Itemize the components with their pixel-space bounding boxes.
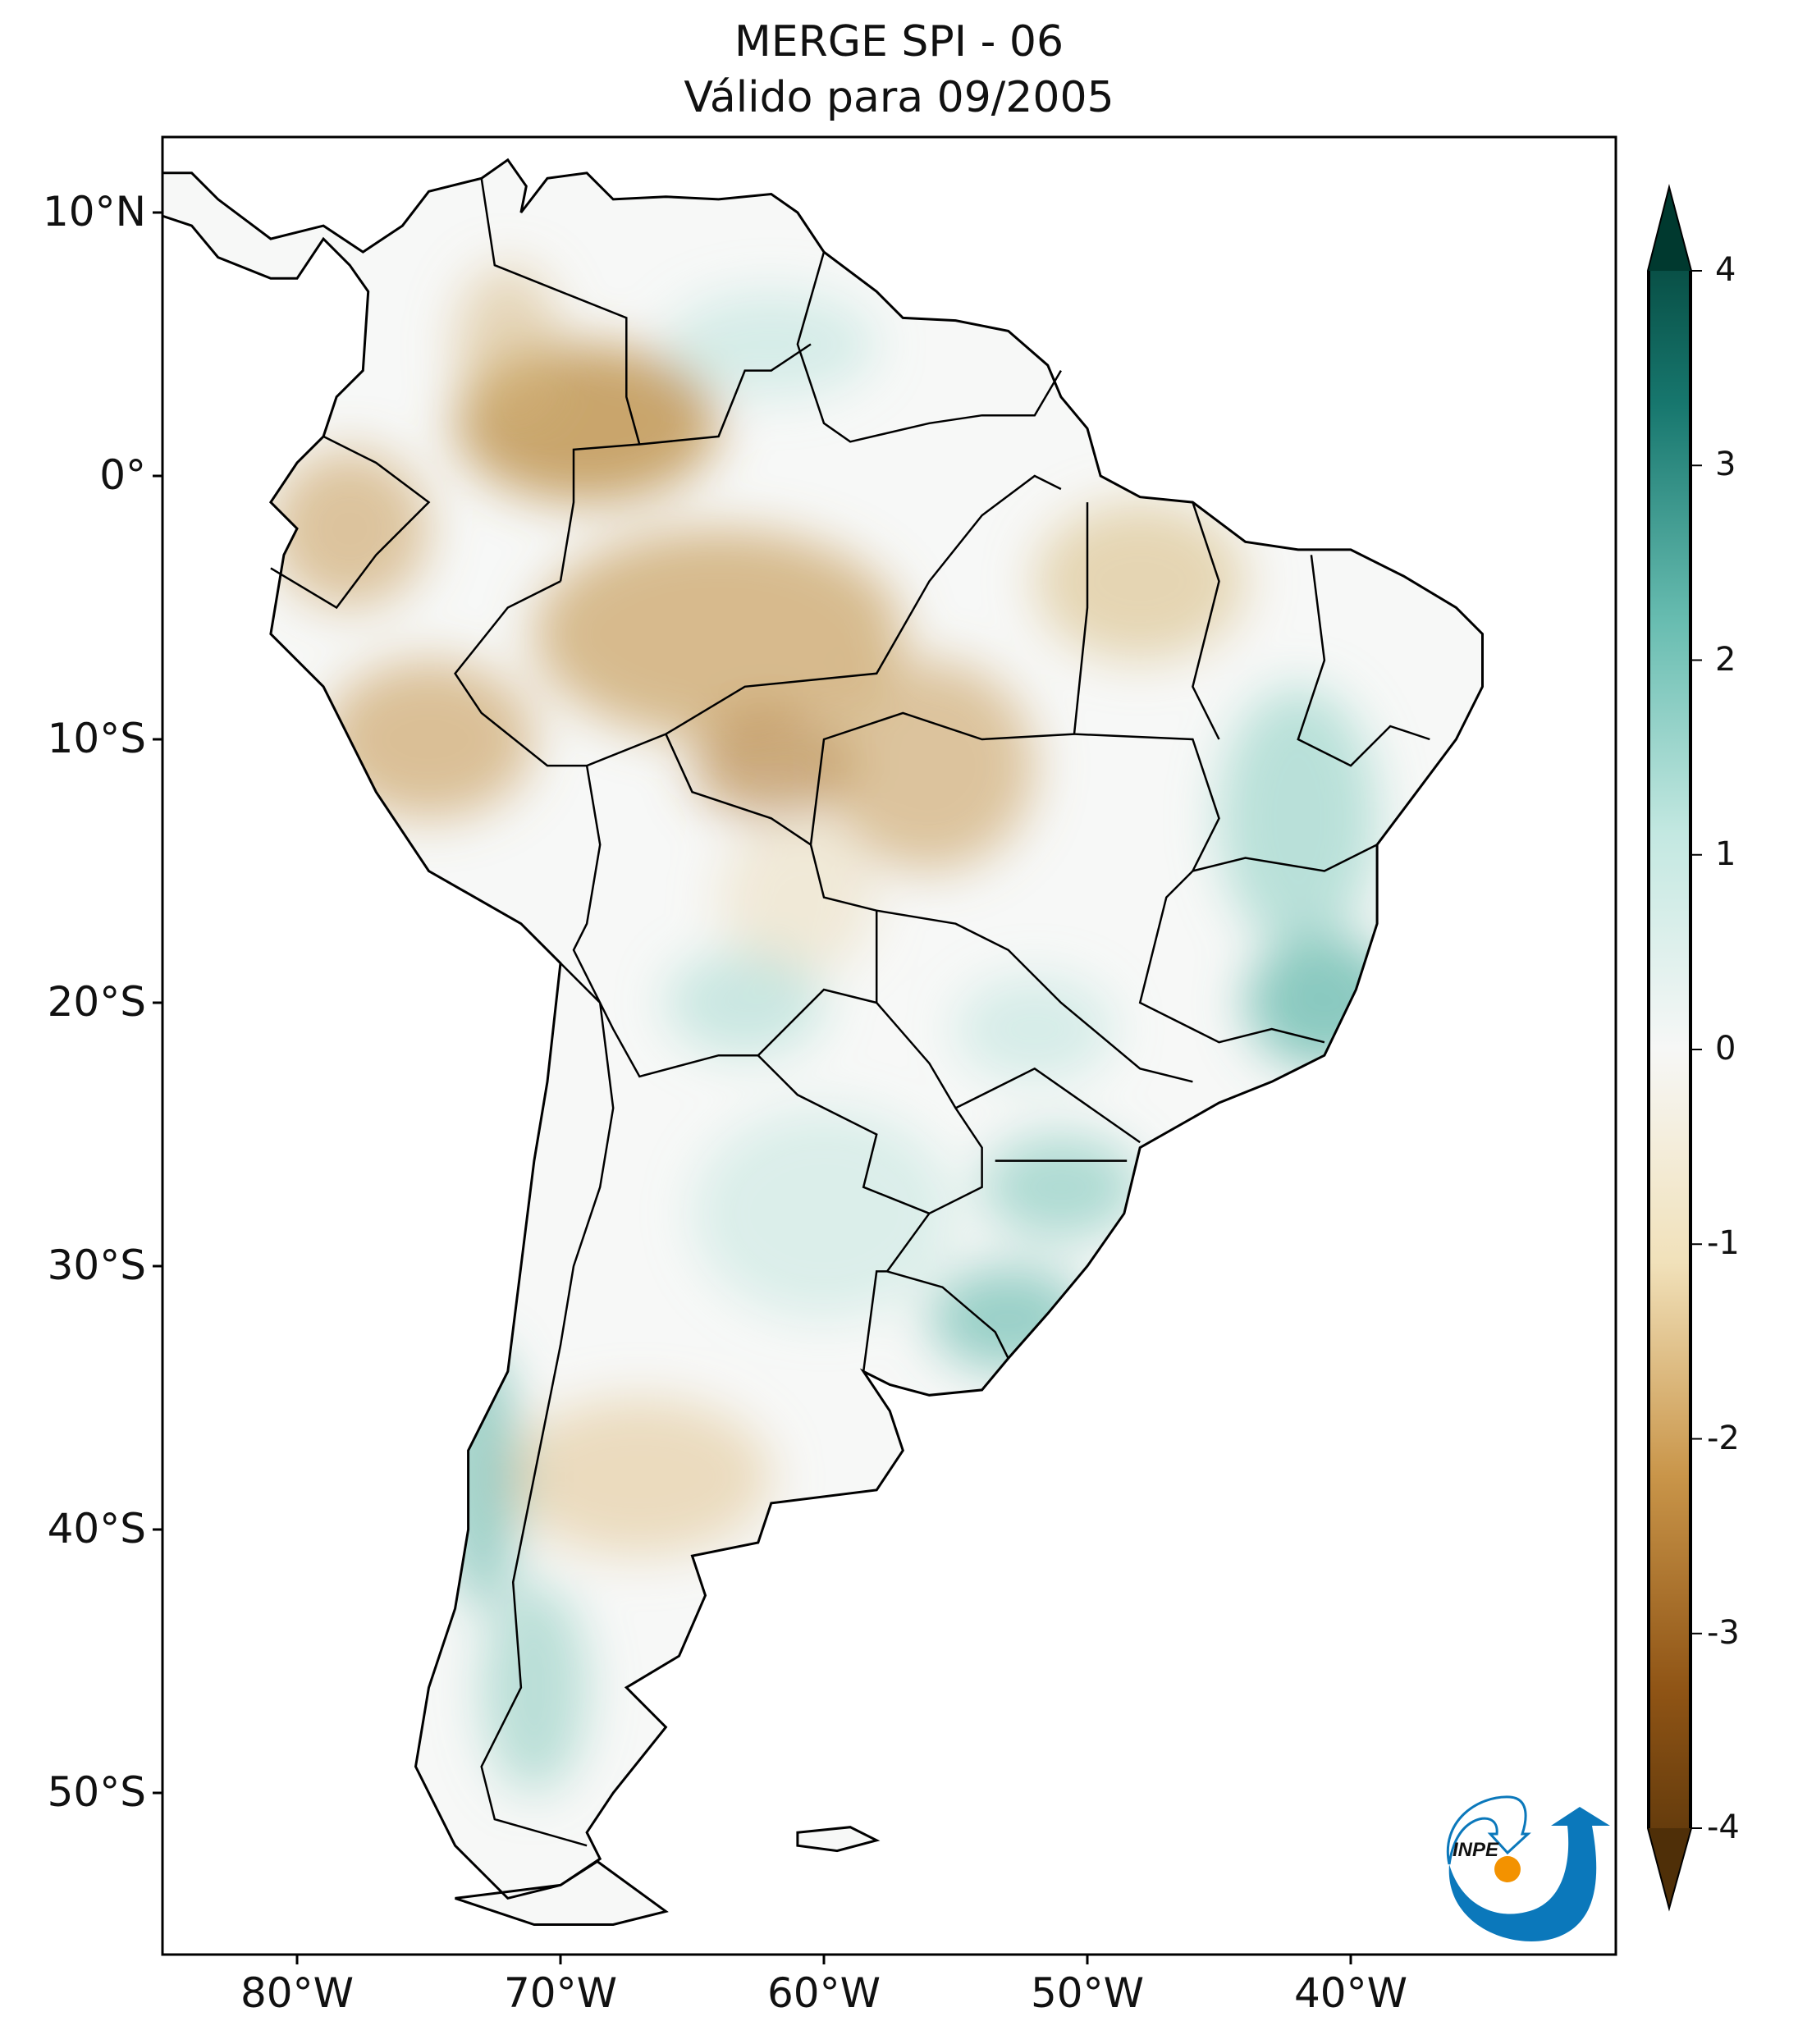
map-title: MERGE SPI - 06 bbox=[734, 17, 1064, 66]
logo-text: INPE bbox=[1453, 1839, 1499, 1861]
lon-tick-label: 50°W bbox=[1030, 1969, 1145, 2017]
lat-tick-label: 50°S bbox=[47, 1768, 146, 1816]
spi-anomaly-patch bbox=[481, 1582, 588, 1793]
spi-anomaly-patch bbox=[666, 949, 824, 1056]
colorbar bbox=[1647, 184, 1702, 1912]
lon-tick-label: 60°W bbox=[766, 1969, 881, 2017]
lat-tick-label: 10°N bbox=[42, 188, 146, 235]
map-frame bbox=[161, 135, 1617, 1956]
colorbar-tick-label: 0 bbox=[1715, 1030, 1736, 1068]
lon-tick-label: 70°W bbox=[503, 1969, 618, 2017]
spi-anomaly-patch bbox=[441, 1345, 521, 1609]
colorbar-extend-min bbox=[1649, 1828, 1690, 1905]
lat-tick-label: 30°S bbox=[47, 1241, 146, 1289]
colorbar-tick-label: 4 bbox=[1715, 251, 1736, 289]
lat-tick-label: 10°S bbox=[47, 715, 146, 762]
colorbar-tick-label: -1 bbox=[1707, 1224, 1740, 1263]
colorbar-tick-label: 1 bbox=[1715, 835, 1736, 873]
spi-anomaly-patch bbox=[323, 660, 534, 819]
lon-tick-label: 40°W bbox=[1293, 1969, 1408, 2017]
lon-tick-label: 80°W bbox=[240, 1969, 355, 2017]
colorbar-tick-label: -2 bbox=[1707, 1419, 1740, 1457]
spi-anomaly-patch bbox=[533, 528, 904, 739]
spi-anomaly-patch bbox=[955, 976, 1114, 1082]
colorbar-tick-label: -3 bbox=[1707, 1613, 1740, 1652]
colorbar-tick-label: -4 bbox=[1707, 1809, 1740, 1846]
logo-arrow bbox=[1448, 1807, 1610, 1942]
lat-tick-label: 20°S bbox=[47, 978, 146, 1026]
colorbar-tick-label: 3 bbox=[1715, 446, 1736, 484]
coastline bbox=[162, 158, 1484, 1926]
spi-anomaly-patch bbox=[718, 818, 877, 976]
spi-anomaly-patch bbox=[692, 712, 851, 819]
spi-anomaly-patch bbox=[824, 660, 1035, 871]
lat-tick-label: 40°S bbox=[47, 1505, 146, 1552]
colorbar-bar bbox=[1647, 184, 1692, 1912]
spi-anomaly-patch bbox=[1219, 686, 1378, 950]
colorbar-extend-max bbox=[1649, 190, 1690, 271]
logo-sun bbox=[1494, 1856, 1521, 1882]
spi-anomaly-patch bbox=[1245, 936, 1404, 1069]
spi-anomaly-patch bbox=[270, 449, 429, 608]
inpe-logo: INPE bbox=[1446, 1795, 1610, 1942]
spi-anomaly-patch bbox=[929, 1266, 1087, 1372]
country-borders bbox=[270, 178, 1430, 1847]
spi-anomaly-patch bbox=[666, 291, 877, 397]
lat-tick-label: 0° bbox=[99, 451, 146, 499]
spi-anomaly-patch bbox=[507, 1397, 771, 1557]
spi-anomaly-patch bbox=[1034, 502, 1246, 661]
spi-anomaly-patch bbox=[455, 265, 560, 423]
map-subtitle: Válido para 09/2005 bbox=[684, 73, 1114, 122]
spi-anomaly-patch bbox=[692, 1108, 956, 1319]
colorbar-tick-label: 2 bbox=[1715, 640, 1736, 679]
